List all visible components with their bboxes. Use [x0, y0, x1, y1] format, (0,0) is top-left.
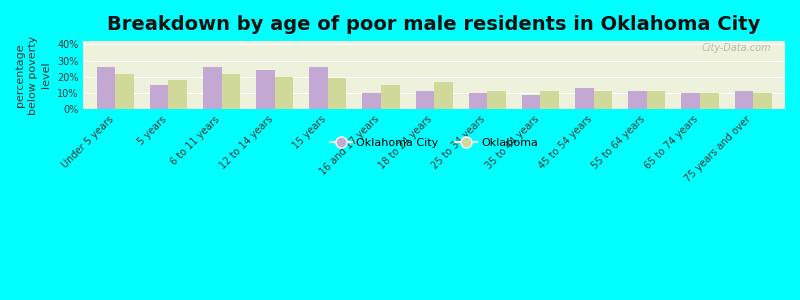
Bar	[594, 92, 612, 109]
Bar	[310, 67, 328, 109]
Legend: Oklahoma City, Oklahoma: Oklahoma City, Oklahoma	[325, 134, 543, 153]
Bar	[328, 78, 346, 109]
Bar	[256, 70, 274, 109]
Bar	[203, 67, 222, 109]
Title: Breakdown by age of poor male residents in Oklahoma City: Breakdown by age of poor male residents …	[107, 15, 761, 34]
Bar	[415, 92, 434, 109]
Bar	[168, 80, 187, 109]
Bar	[362, 93, 381, 109]
Bar	[753, 93, 772, 109]
Bar	[522, 94, 541, 109]
Bar	[646, 92, 666, 109]
Y-axis label: percentage
below poverty
level: percentage below poverty level	[15, 35, 51, 115]
Bar	[115, 74, 134, 109]
Bar	[381, 85, 400, 109]
Bar	[734, 92, 753, 109]
Bar	[97, 67, 115, 109]
Bar	[575, 88, 594, 109]
Bar	[541, 92, 559, 109]
Bar	[274, 77, 294, 109]
Bar	[487, 92, 506, 109]
Bar	[434, 82, 453, 109]
Bar	[700, 93, 718, 109]
Bar	[469, 93, 487, 109]
Bar	[222, 74, 240, 109]
Text: City-Data.com: City-Data.com	[702, 43, 771, 53]
Bar	[682, 93, 700, 109]
Bar	[628, 92, 646, 109]
Bar	[150, 85, 168, 109]
